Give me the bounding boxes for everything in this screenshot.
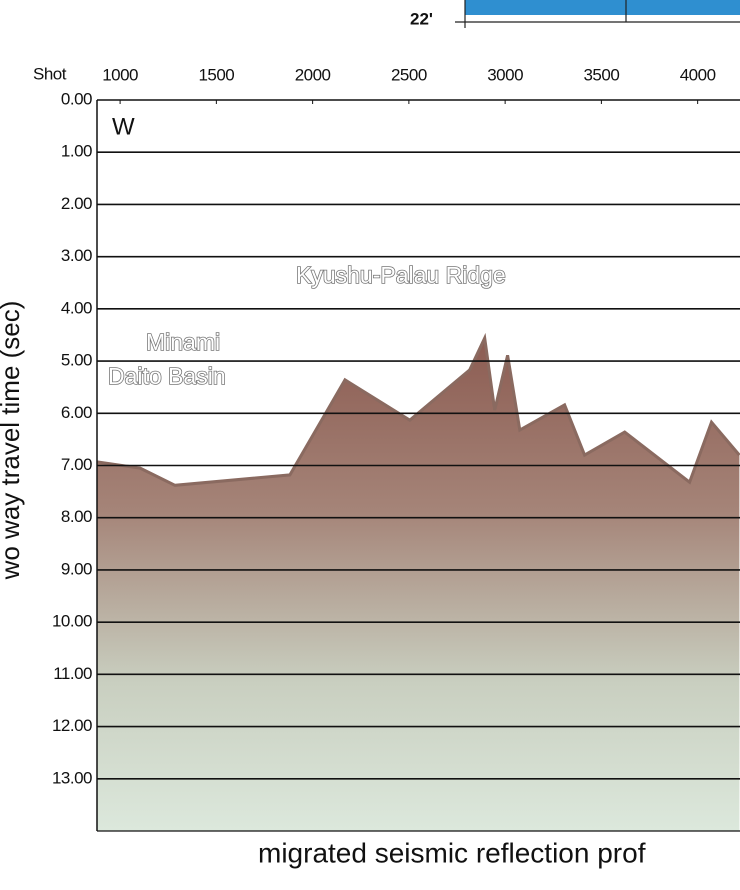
y-tick-label: 10.00 — [52, 612, 92, 631]
y-tick-label: 8.00 — [61, 507, 92, 526]
x-tick-label: 1500 — [198, 65, 234, 84]
caption: migrated seismic reflection prof — [258, 837, 646, 868]
annotation: Kyushu-Palau Ridge — [296, 262, 506, 288]
x-tick-label: 3500 — [583, 65, 619, 84]
x-tick-label: 4000 — [680, 65, 716, 84]
x-tick-label: 3000 — [487, 65, 523, 84]
x-axis-label: Shot — [33, 64, 67, 83]
y-tick-label: 9.00 — [61, 559, 92, 578]
y-tick-label: 2.00 — [61, 194, 92, 213]
y-tick-label: 7.00 — [61, 455, 92, 474]
y-tick-label: 13.00 — [52, 768, 92, 787]
y-tick-label: 3.00 — [61, 246, 92, 265]
y-axis-label: wo way travel time (sec) — [0, 301, 25, 581]
y-tick-label: 0.00 — [61, 89, 92, 108]
y-tick-label: 12.00 — [52, 716, 92, 735]
x-tick-label: 2000 — [295, 65, 331, 84]
annotation: Minami — [146, 329, 220, 355]
direction-label: W — [112, 113, 135, 140]
y-tick-label: 1.00 — [61, 142, 92, 161]
map-inset — [465, 0, 740, 15]
y-tick-label: 5.00 — [61, 351, 92, 370]
x-tick-label: 1000 — [102, 65, 138, 84]
y-tick-label: 6.00 — [61, 403, 92, 422]
chart: 22' Shot wo way travel time (sec) migrat… — [0, 0, 740, 890]
y-tick-label: 11.00 — [53, 664, 92, 683]
y-tick-label: 4.00 — [61, 298, 92, 317]
annotation: Daito Basin — [108, 363, 226, 389]
x-tick-label: 2500 — [391, 65, 427, 84]
inset-label: 22' — [410, 9, 433, 28]
